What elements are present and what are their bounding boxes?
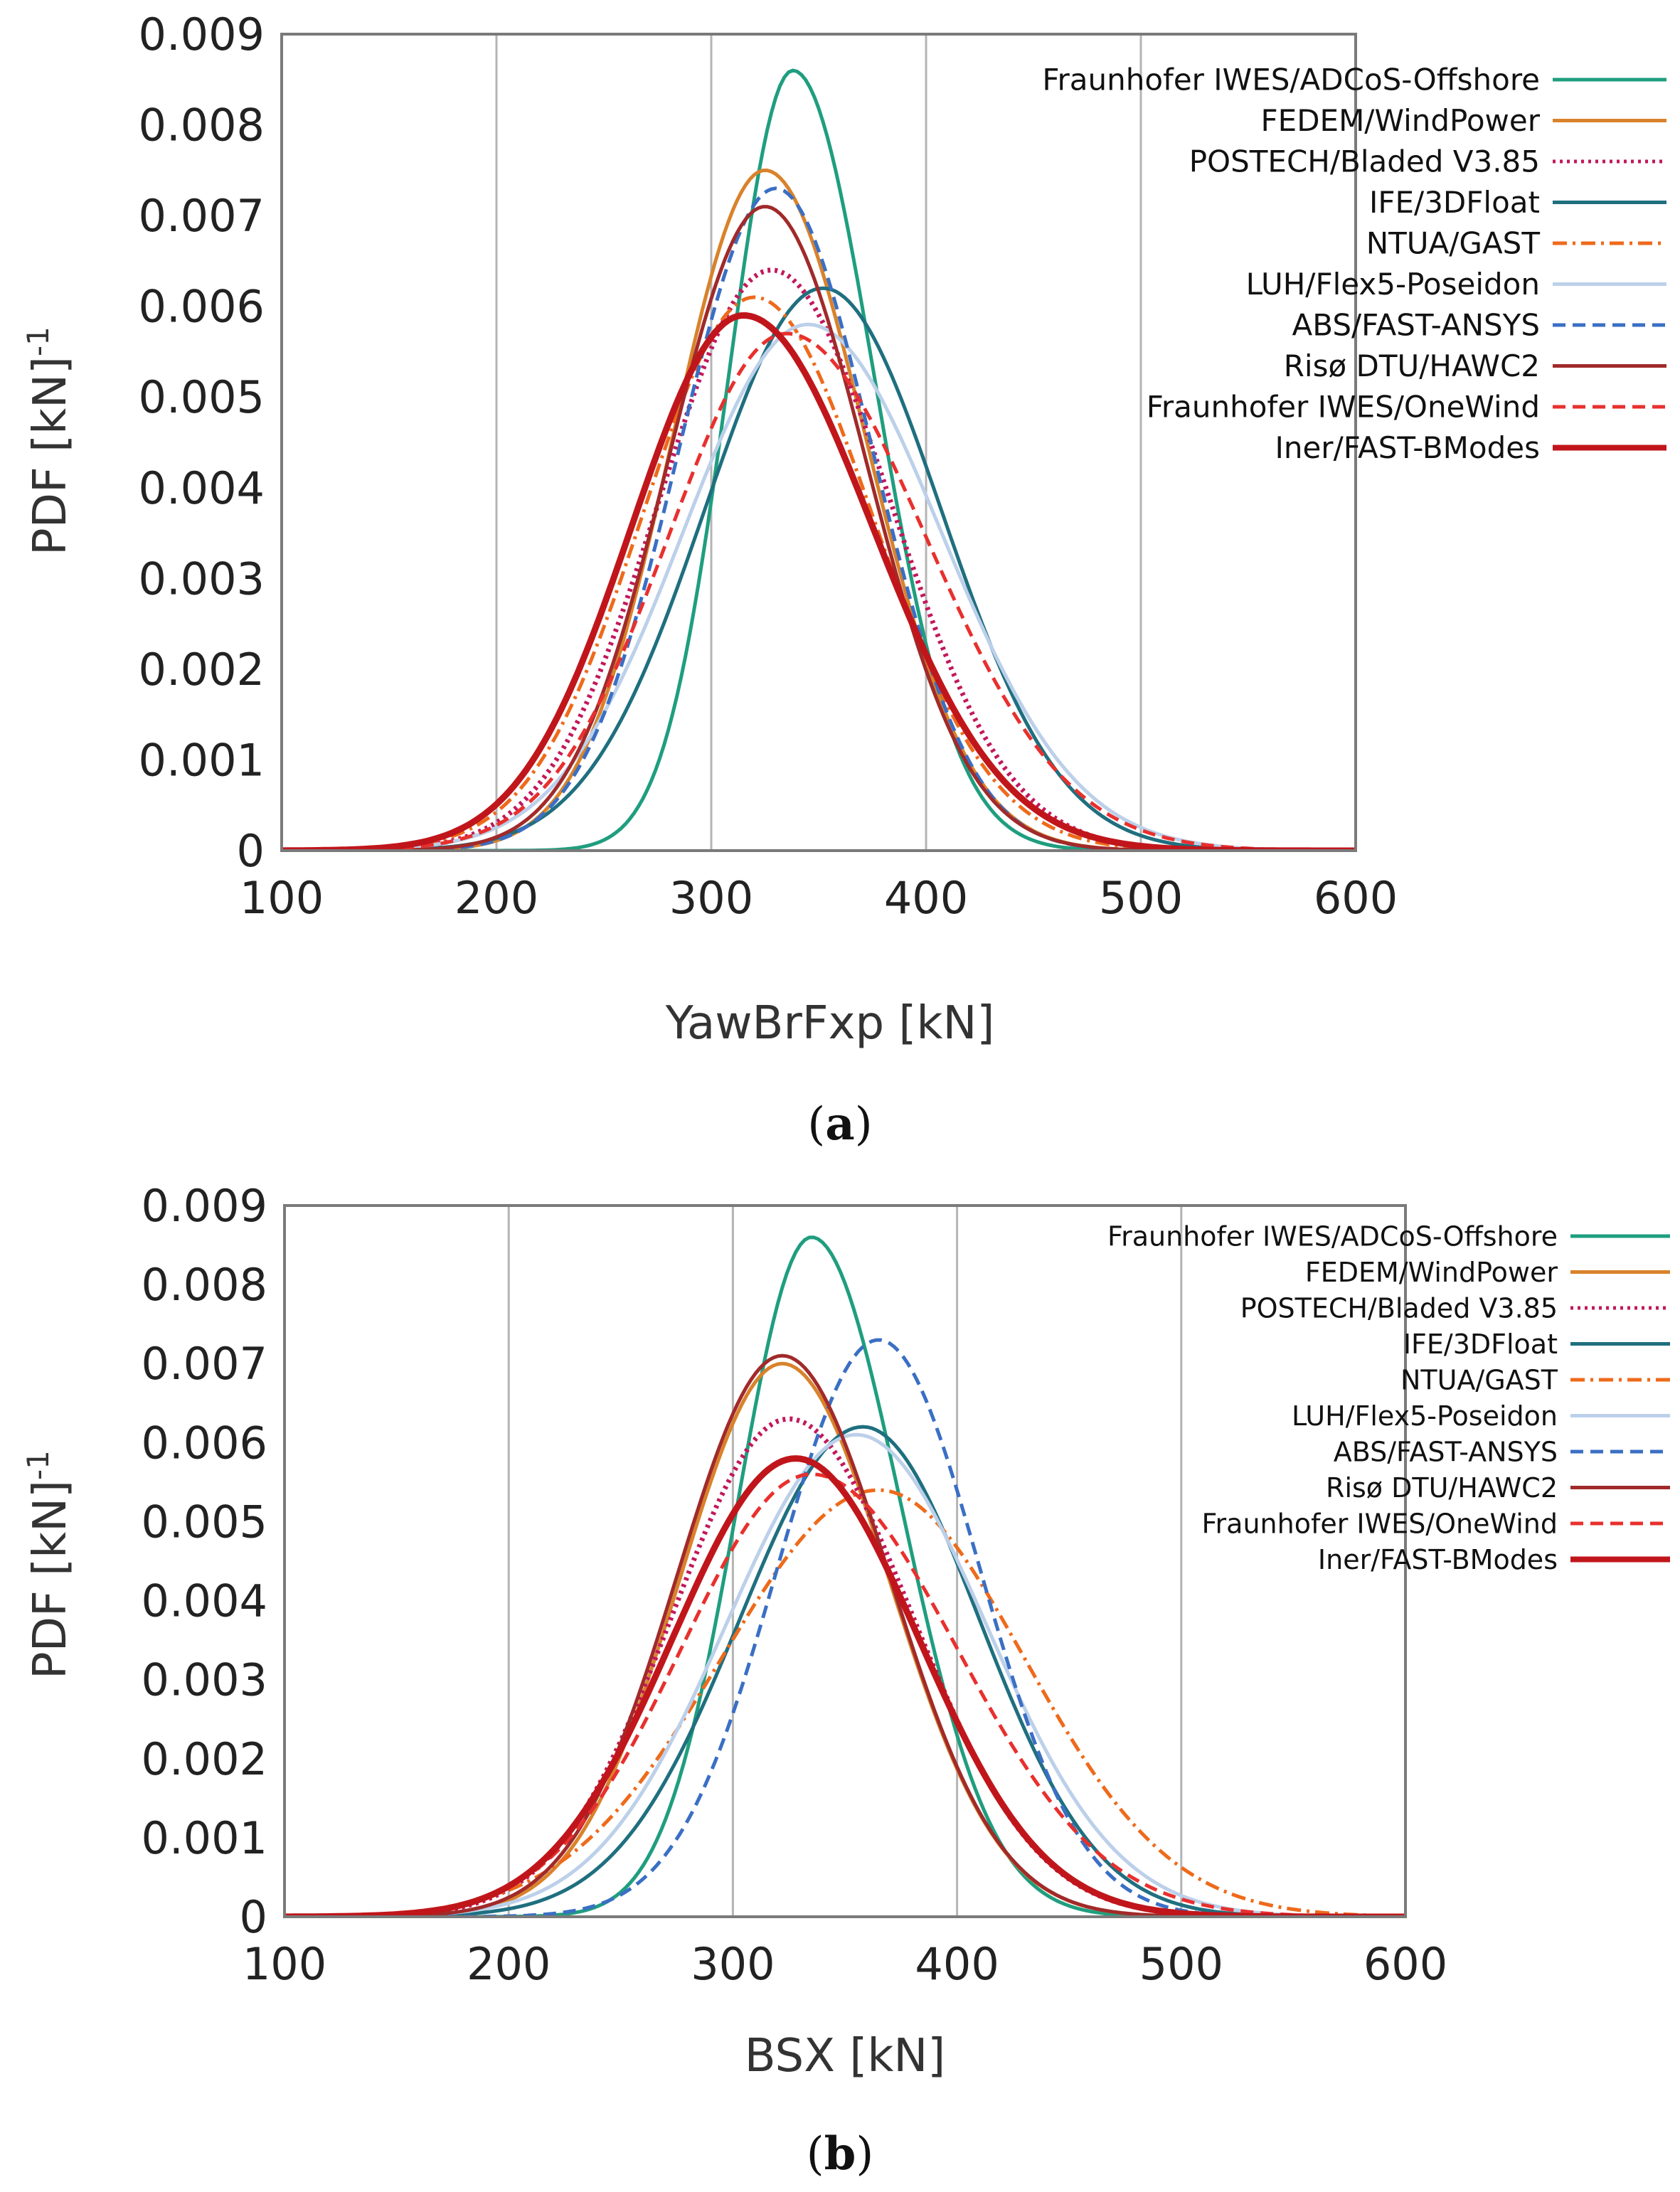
y-tick-label-b: 0.003 bbox=[142, 1654, 268, 1706]
legend-a: Fraunhofer IWES/ADCoS-Offshore FEDEM/Wind… bbox=[1042, 63, 1666, 465]
y-tick-label-a: 0.006 bbox=[139, 281, 265, 333]
series-line-ris-dtu-hawc2-b bbox=[285, 1353, 1405, 1917]
legend-label-abs-fast-ansys-a: ABS/FAST-ANSYS bbox=[1292, 308, 1540, 343]
series-line-fraunhofer-iwes-onewind-a bbox=[282, 331, 1356, 851]
y-tick-label-b: 0.009 bbox=[142, 1180, 268, 1232]
legend-label-luh-flex5-poseidon-a: LUH/Flex5-Poseidon bbox=[1246, 267, 1540, 302]
y-tick-label-b: 0.004 bbox=[142, 1575, 268, 1627]
x-tick-label-b: 400 bbox=[915, 1938, 999, 1990]
y-tick-label-b: 0.002 bbox=[142, 1733, 268, 1785]
y-tick-label-b: 0.005 bbox=[142, 1496, 268, 1548]
y-tick-label-a: 0 bbox=[237, 825, 265, 877]
series-line-fraunhofer-iwes-adcos-offshore-b bbox=[285, 1235, 1405, 1917]
x-tick-label-a: 400 bbox=[884, 872, 968, 924]
x-ticks-a: 100 200 300 400 500 600 bbox=[240, 872, 1398, 924]
legend-label-postech-bladed-v3-85-a: POSTECH/Bladed V3.85 bbox=[1189, 144, 1540, 179]
legend-label-ife-3dfloat-b: IFE/3DFloat bbox=[1403, 1329, 1558, 1360]
y-tick-label-a: 0.007 bbox=[139, 190, 265, 242]
y-ticks-b: 0 0.001 0.002 0.003 0.004 0.005 0.006 0.007 0.00… bbox=[142, 1180, 268, 1943]
series-line-luh-flex5-poseidon-b bbox=[285, 1432, 1405, 1917]
y-tick-label-a: 0.001 bbox=[139, 734, 265, 786]
legend-label-fraunhofer-iwes-onewind-b: Fraunhofer IWES/OneWind bbox=[1201, 1508, 1558, 1539]
plot-frame-a bbox=[280, 33, 1357, 852]
legend-label-fedem-windpower-a: FEDEM/WindPower bbox=[1261, 103, 1541, 138]
chart-panel-a: 100 200 300 400 500 600 0 0.001 0.002 0.003 0.004… bbox=[21, 9, 1666, 1151]
series-line-ris-dtu-hawc2-a bbox=[282, 205, 1356, 851]
legend-label-ntua-gast-a: NTUA/GAST bbox=[1366, 226, 1541, 261]
panel-caption-a: (a) bbox=[807, 1097, 872, 1151]
y-tick-label-a: 0.002 bbox=[139, 644, 265, 696]
legend-label-fraunhofer-iwes-onewind-a: Fraunhofer IWES/OneWind bbox=[1147, 390, 1540, 425]
legend-label-ife-3dfloat-a: IFE/3DFloat bbox=[1369, 185, 1540, 220]
legend-label-fraunhofer-iwes-adcos-offshore-b: Fraunhofer IWES/ADCoS-Offshore bbox=[1107, 1220, 1558, 1252]
y-tick-label-b: 0.001 bbox=[142, 1812, 268, 1864]
y-axis-label-b: PDF [kN]-1 bbox=[21, 1450, 77, 1679]
legend-b: Fraunhofer IWES/ADCoS-Offshore FEDEM/Wind… bbox=[1107, 1220, 1670, 1575]
legend-label-postech-bladed-v3-85-b: POSTECH/Bladed V3.85 bbox=[1240, 1292, 1558, 1324]
legend-label-ris-dtu-hawc2-b: Risø DTU/HAWC2 bbox=[1326, 1472, 1558, 1504]
x-tick-label-b: 100 bbox=[243, 1938, 326, 1990]
y-tick-label-a: 0.003 bbox=[139, 553, 265, 605]
series-line-fedem-windpower-a bbox=[282, 169, 1356, 851]
x-tick-label-a: 200 bbox=[454, 872, 538, 924]
chart-panel-b: 100 200 300 400 500 600 0 0.001 0.002 0.003 0.004… bbox=[21, 1180, 1670, 2181]
panel-caption-b: (b) bbox=[807, 2127, 874, 2181]
series-line-iner-fast-bmodes-a bbox=[282, 312, 1356, 851]
y-tick-label-a: 0.005 bbox=[139, 371, 265, 423]
series-line-ntua-gast-b bbox=[285, 1488, 1405, 1917]
y-axis-label-a: PDF [kN]-1 bbox=[21, 326, 77, 555]
y-tick-label-a: 0.009 bbox=[139, 9, 265, 60]
gridlines-a bbox=[495, 34, 1142, 851]
x-tick-label-b: 500 bbox=[1139, 1938, 1223, 1990]
x-axis-label-a: YawBrFxp [kN] bbox=[665, 997, 995, 1050]
x-tick-label-b: 300 bbox=[691, 1938, 775, 1990]
plot-frame-b bbox=[283, 1204, 1407, 1918]
series-line-abs-fast-ansys-b bbox=[285, 1338, 1405, 1917]
legend-label-abs-fast-ansys-b: ABS/FAST-ANSYS bbox=[1334, 1436, 1558, 1467]
y-tick-label-a: 0.004 bbox=[139, 462, 265, 514]
y-tick-label-b: 0.008 bbox=[142, 1259, 268, 1311]
x-ticks-b: 100 200 300 400 500 600 bbox=[243, 1938, 1447, 1990]
series-group-a bbox=[282, 68, 1356, 851]
y-ticks-a: 0 0.001 0.002 0.003 0.004 0.005 0.006 0.007 0.00… bbox=[139, 9, 265, 877]
series-line-fraunhofer-iwes-onewind-b bbox=[285, 1472, 1405, 1917]
x-tick-label-a: 300 bbox=[669, 872, 753, 924]
legend-label-ntua-gast-b: NTUA/GAST bbox=[1400, 1364, 1558, 1395]
y-tick-label-b: 0 bbox=[240, 1891, 267, 1943]
series-line-ife-3dfloat-b bbox=[285, 1425, 1405, 1917]
y-tick-label-b: 0.006 bbox=[142, 1417, 268, 1469]
legend-label-luh-flex5-poseidon-b: LUH/Flex5-Poseidon bbox=[1292, 1400, 1558, 1432]
x-tick-label-a: 100 bbox=[240, 872, 324, 924]
x-tick-label-a: 600 bbox=[1314, 872, 1398, 924]
series-line-postech-bladed-v3-85-a bbox=[282, 267, 1356, 851]
legend-label-ris-dtu-hawc2-a: Risø DTU/HAWC2 bbox=[1284, 349, 1540, 383]
y-tick-label-a: 0.008 bbox=[139, 100, 265, 151]
x-tick-label-b: 600 bbox=[1363, 1938, 1447, 1990]
legend-label-fedem-windpower-b: FEDEM/WindPower bbox=[1305, 1257, 1558, 1288]
series-line-ntua-gast-a bbox=[282, 295, 1356, 851]
x-tick-label-a: 500 bbox=[1099, 872, 1183, 924]
x-axis-label-b: BSX [kN] bbox=[745, 2030, 945, 2082]
x-tick-label-b: 200 bbox=[467, 1938, 551, 1990]
y-tick-label-b: 0.007 bbox=[142, 1338, 268, 1390]
legend-label-fraunhofer-iwes-adcos-offshore-a: Fraunhofer IWES/ADCoS-Offshore bbox=[1042, 63, 1540, 97]
legend-label-iner-fast-bmodes-a: Iner/FAST-BModes bbox=[1275, 430, 1540, 465]
series-line-fraunhofer-iwes-adcos-offshore-a bbox=[282, 68, 1356, 851]
legend-label-iner-fast-bmodes-b: Iner/FAST-BModes bbox=[1318, 1544, 1558, 1575]
series-group-b bbox=[285, 1235, 1405, 1917]
